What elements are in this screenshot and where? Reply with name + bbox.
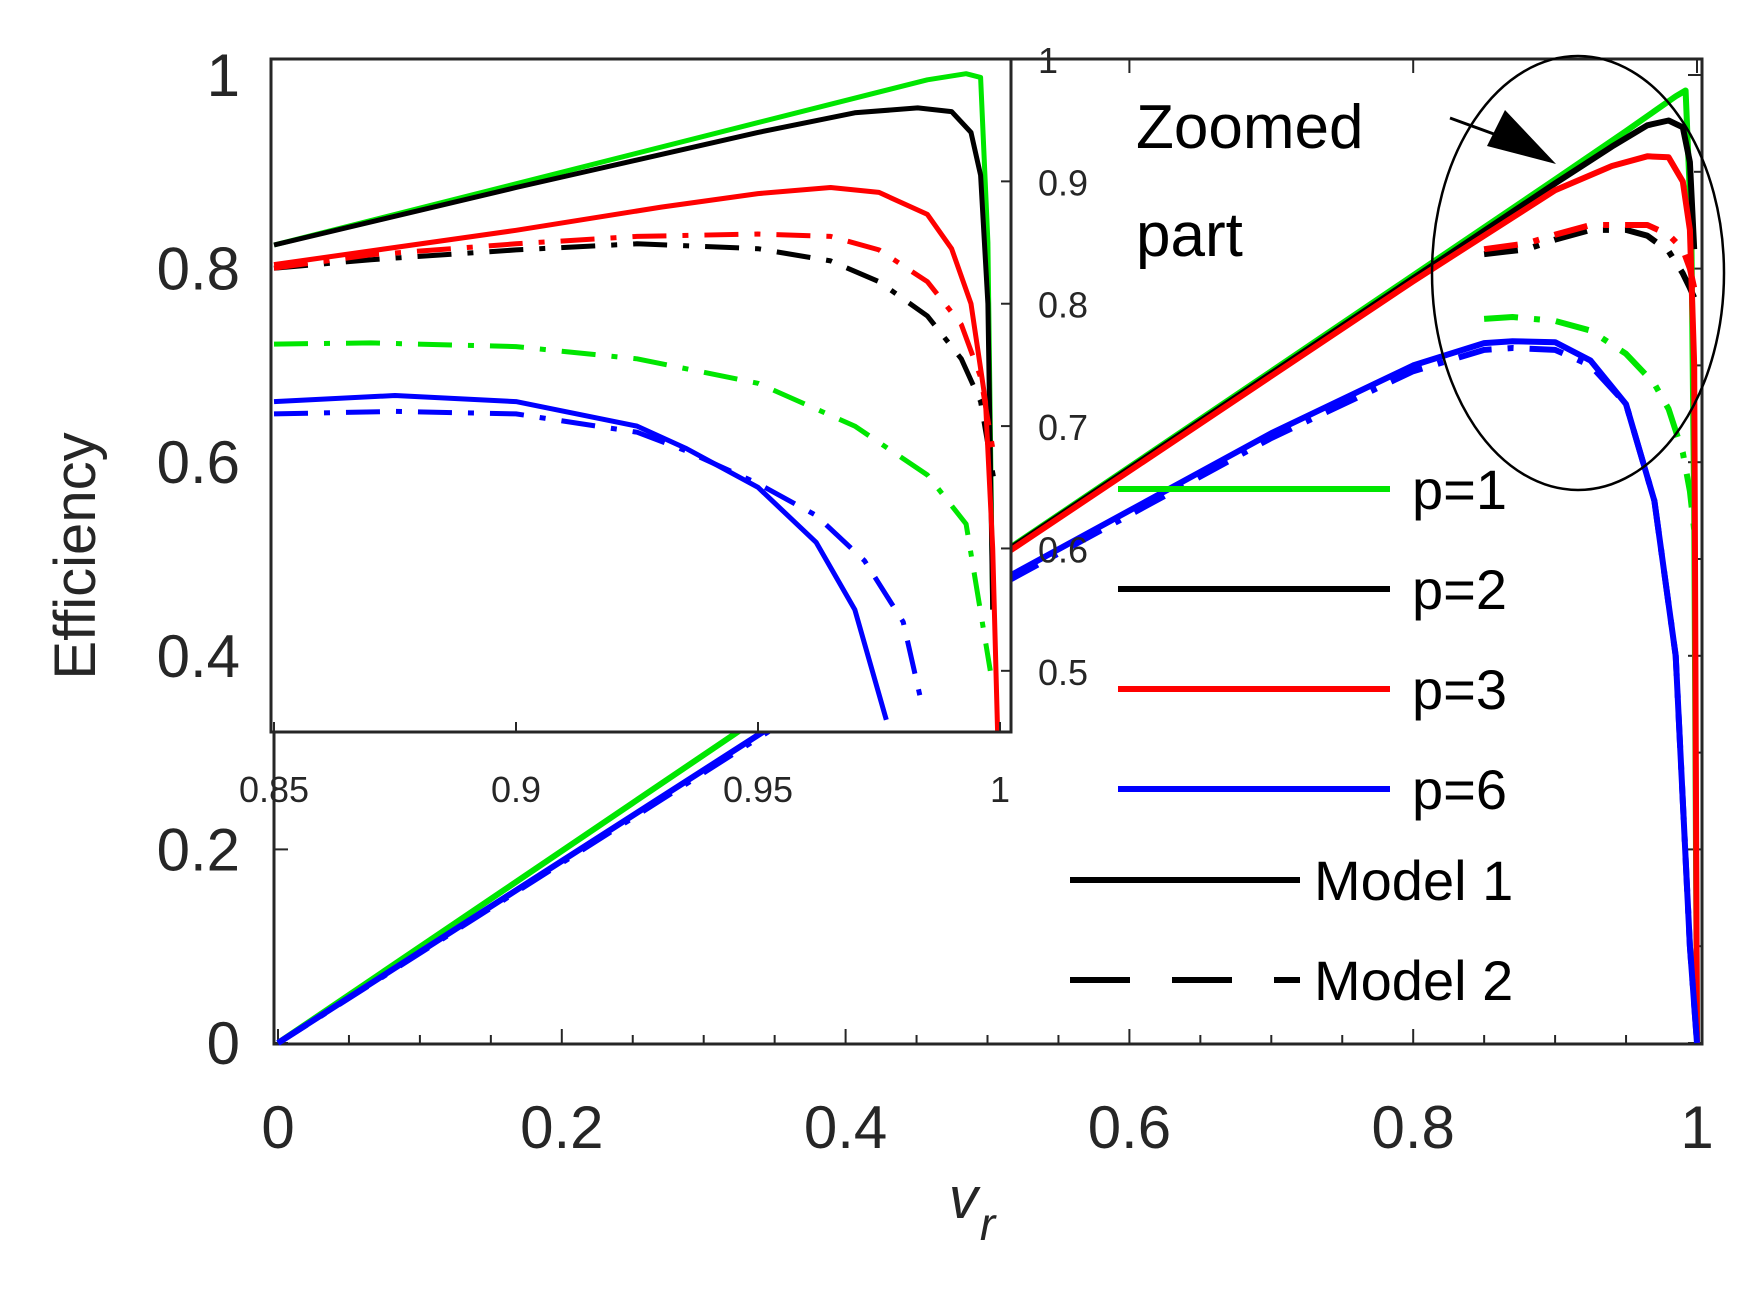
inset-x-tick-label: 0.9 bbox=[491, 769, 541, 810]
main-series-p-3-model-1 bbox=[985, 153, 1700, 1044]
main-series-p-6-model-2 bbox=[276, 345, 1700, 1046]
inset-x-tick-label: 0.85 bbox=[239, 769, 309, 810]
main-series-p-2-model-1 bbox=[985, 117, 1698, 567]
legend-label-p2: p=2 bbox=[1412, 558, 1507, 621]
inset-ticks bbox=[273, 58, 1011, 732]
main-y-tick-label: 0.6 bbox=[157, 429, 240, 496]
zoom-arrow-head bbox=[1487, 110, 1556, 164]
main-series-lines bbox=[276, 87, 1700, 1046]
legend-label-model-1: Model 1 bbox=[1314, 849, 1513, 912]
inset-tick-labels: 0.85 0.9 0.95 1 0.5 0.6 0.7 0.8 0.9 1 bbox=[239, 40, 1088, 810]
main-y-tick-label: 0.4 bbox=[157, 623, 240, 690]
inset-y-tick-label: 1 bbox=[1038, 40, 1058, 81]
main-y-tick-label: 0 bbox=[207, 1010, 240, 1077]
x-axis-title-subscript: r bbox=[980, 1198, 997, 1250]
inset-x-tick-label: 0.95 bbox=[723, 769, 793, 810]
main-x-tick-label: 1 bbox=[1680, 1094, 1713, 1161]
main-tick-labels: 0 0.2 0.4 0.6 0.8 1 0 0.2 0.4 0.6 0.8 1 bbox=[157, 42, 1714, 1161]
legend-label-p6: p=6 bbox=[1412, 758, 1507, 821]
main-y-tick-label: 0.2 bbox=[157, 816, 240, 883]
inset-x-tick-label: 1 bbox=[990, 769, 1010, 810]
inset-series-p-2-model-2 bbox=[273, 241, 998, 488]
legend-label-p1: p=1 bbox=[1412, 458, 1507, 521]
main-x-tick-label: 0 bbox=[261, 1094, 294, 1161]
inset-series-p-2-model-1 bbox=[273, 105, 996, 610]
main-series-p-1-model-2 bbox=[1483, 314, 1698, 531]
main-y-tick-label: 1 bbox=[207, 42, 240, 109]
main-series-p-2-model-2 bbox=[1483, 226, 1697, 299]
y-axis-title: Efficiency bbox=[43, 432, 108, 679]
inset-y-tick-label: 0.7 bbox=[1038, 407, 1088, 448]
zoom-ellipse bbox=[1430, 54, 1726, 492]
inset-series-p-3-model-2 bbox=[273, 231, 998, 464]
main-series-p-3-model-2 bbox=[1483, 222, 1698, 289]
main-x-tick-label: 0.8 bbox=[1371, 1094, 1454, 1161]
inset-series-p-6-model-2 bbox=[273, 408, 926, 709]
annotation-line-1: Zoomed bbox=[1136, 93, 1363, 162]
x-axis-title: vr bbox=[949, 1166, 997, 1250]
inset-y-tick-label: 0.5 bbox=[1038, 652, 1088, 693]
inset-y-tick-label: 0.8 bbox=[1038, 285, 1088, 326]
legend-label-model-2: Model 2 bbox=[1314, 949, 1513, 1012]
inset-series-p-1-model-1 bbox=[273, 71, 996, 610]
inset-plot-frame bbox=[269, 57, 1013, 734]
main-x-tick-label: 0.4 bbox=[804, 1094, 887, 1161]
inset-series-lines bbox=[273, 71, 1001, 732]
inset-series-p-1-model-2 bbox=[273, 340, 993, 672]
legend-label-p3: p=3 bbox=[1412, 658, 1507, 721]
main-x-tick-label: 0.6 bbox=[1088, 1094, 1171, 1161]
main-y-tick-label: 0.8 bbox=[157, 236, 240, 303]
annotation-line-2: part bbox=[1136, 201, 1243, 270]
inset-y-tick-label: 0.6 bbox=[1038, 529, 1088, 570]
inset-series-p-3-model-1 bbox=[273, 185, 1001, 732]
main-x-tick-label: 0.2 bbox=[520, 1094, 603, 1161]
x-axis-title-main: v bbox=[949, 1166, 981, 1231]
inset-y-tick-label: 0.9 bbox=[1038, 162, 1088, 203]
legend: p=1 p=2 p=3 p=6 Model 1 Model 2 bbox=[1070, 458, 1513, 1012]
